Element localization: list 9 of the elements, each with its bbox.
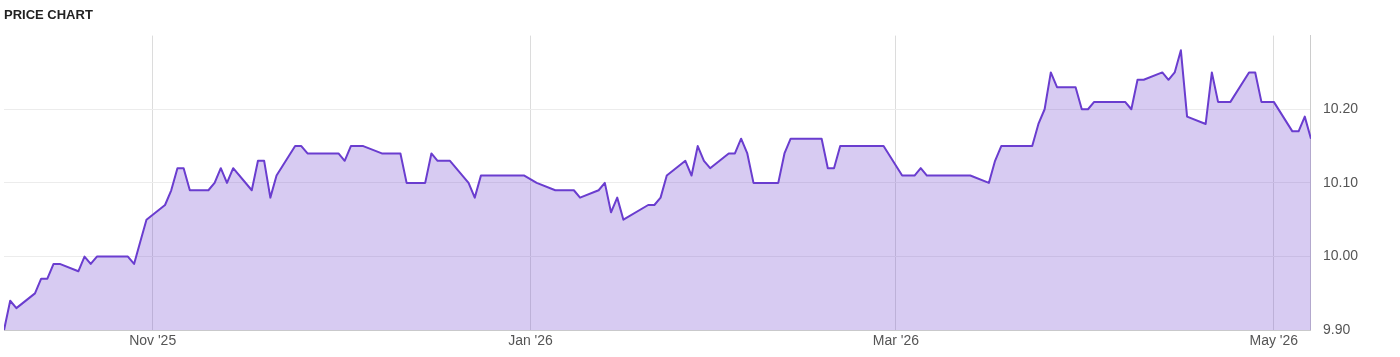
y-tick-label: 10.20 bbox=[1322, 100, 1359, 117]
x-tick-label: May '26 bbox=[1249, 332, 1299, 349]
y-tick-label: 10.10 bbox=[1322, 173, 1359, 190]
y-tick-label: 9.90 bbox=[1322, 321, 1351, 338]
x-tick-label: Jan '26 bbox=[508, 332, 554, 349]
chart-title: PRICE CHART bbox=[4, 7, 93, 23]
x-tick-label: Nov '25 bbox=[129, 332, 177, 349]
y-tick-label: 10.00 bbox=[1322, 247, 1359, 264]
x-tick-label: Mar '26 bbox=[872, 332, 920, 349]
